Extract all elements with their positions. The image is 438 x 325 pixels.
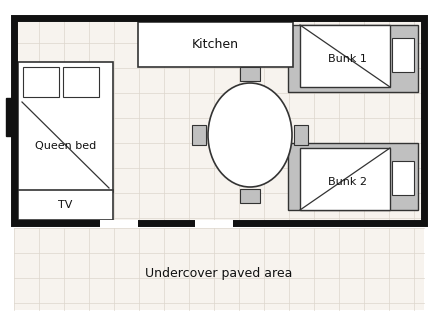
Bar	[299, 25, 389, 87]
Bar	[63, 67, 99, 97]
Bar	[391, 38, 413, 72]
Text: Undercover paved area: Undercover paved area	[145, 267, 292, 280]
Text: Queen bed: Queen bed	[35, 141, 96, 151]
Bar	[287, 143, 417, 210]
Text: Bunk 2: Bunk 2	[327, 177, 366, 187]
Text: TV: TV	[58, 200, 73, 210]
Bar	[14, 18, 423, 223]
Bar	[23, 67, 59, 97]
Bar	[14, 228, 423, 310]
Bar	[293, 125, 307, 145]
Bar	[18, 62, 113, 192]
Text: Bunk 1: Bunk 1	[327, 54, 366, 64]
Bar	[287, 25, 417, 92]
Bar	[240, 189, 259, 203]
Bar	[240, 67, 259, 81]
Bar	[194, 219, 233, 227]
Bar	[14, 18, 423, 223]
Bar	[191, 125, 205, 145]
Bar	[391, 161, 413, 195]
Bar	[18, 190, 113, 220]
Ellipse shape	[208, 83, 291, 187]
Bar	[6, 98, 14, 136]
Text: Kitchen: Kitchen	[191, 38, 238, 51]
Bar	[100, 219, 138, 227]
Bar	[138, 22, 292, 67]
Bar	[299, 148, 389, 210]
